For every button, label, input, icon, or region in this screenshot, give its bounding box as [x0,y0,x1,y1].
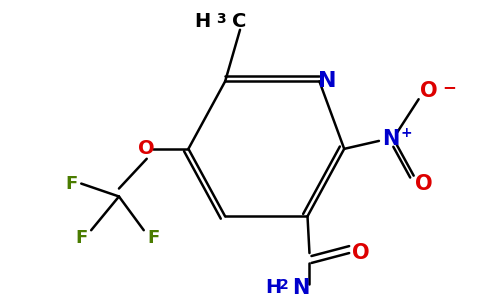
Text: C: C [232,12,246,31]
Text: 2: 2 [279,278,288,292]
Text: H: H [265,278,281,297]
Text: +: + [401,126,412,140]
Text: N: N [318,71,336,92]
Text: F: F [148,229,160,247]
Text: N: N [293,278,310,298]
Text: N: N [382,129,399,149]
Text: O: O [420,81,438,101]
Text: 3: 3 [216,12,226,26]
Text: F: F [65,175,77,193]
Text: O: O [352,243,370,263]
Text: O: O [415,174,432,194]
Text: −: − [442,78,456,96]
Text: H: H [194,12,210,31]
Text: O: O [138,139,155,158]
Text: F: F [75,229,88,247]
